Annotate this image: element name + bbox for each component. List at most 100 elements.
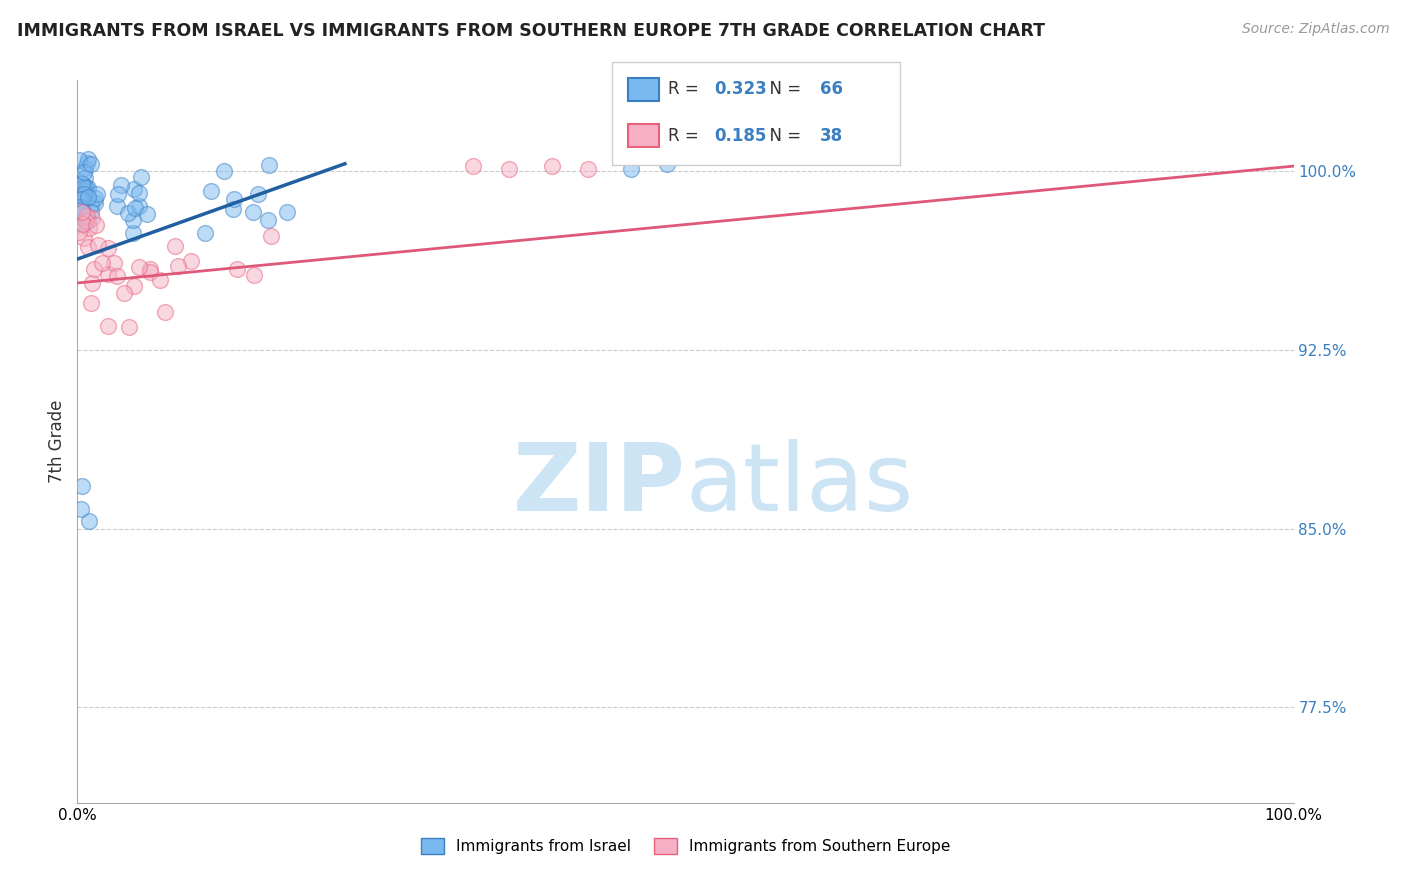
Text: N =: N = (759, 127, 807, 145)
Point (620, 161, 643, 176)
Point (75, 181, 97, 195)
Point (167, 259, 190, 273)
Point (124, 279, 146, 293)
Text: Source: ZipAtlas.com: Source: ZipAtlas.com (1241, 22, 1389, 37)
Point (70, 217, 93, 231)
Point (86, 218, 108, 232)
Point (225, 262, 247, 277)
Point (69, 202, 91, 217)
Point (67, 153, 90, 168)
Point (149, 273, 172, 287)
Point (247, 186, 270, 201)
Point (97, 318, 120, 333)
Point (540, 159, 562, 173)
Point (194, 226, 217, 240)
Point (276, 204, 298, 219)
Point (122, 226, 145, 240)
Text: R =: R = (668, 80, 704, 98)
Point (83, 190, 105, 204)
Point (76, 209, 98, 223)
Point (90, 256, 112, 270)
Point (257, 213, 280, 227)
Point (69, 176, 91, 190)
Point (128, 199, 150, 213)
Point (72, 194, 94, 208)
Point (107, 186, 129, 201)
Point (105, 198, 128, 212)
Point (76, 156, 98, 170)
Point (75, 209, 97, 223)
Text: 38: 38 (820, 127, 842, 145)
Y-axis label: 7th Grade: 7th Grade (48, 400, 66, 483)
Point (73, 165, 96, 179)
Point (257, 158, 280, 172)
Point (84, 196, 107, 211)
Point (77, 214, 100, 228)
Point (80, 296, 103, 310)
Point (77, 190, 100, 204)
Point (124, 201, 146, 215)
Point (139, 265, 162, 279)
Point (79, 515, 101, 529)
Point (224, 192, 246, 206)
Point (72, 205, 94, 219)
Point (200, 185, 222, 199)
Text: R =: R = (668, 127, 704, 145)
Point (73, 171, 96, 186)
Point (73, 187, 96, 202)
Text: 66: 66 (820, 80, 842, 98)
Point (70, 205, 93, 219)
Point (73, 188, 96, 202)
Point (122, 212, 145, 227)
Point (212, 164, 235, 178)
Point (69, 191, 91, 205)
Point (97, 241, 120, 255)
Point (498, 161, 520, 176)
Point (128, 260, 150, 274)
Point (67, 187, 90, 202)
Point (80, 277, 103, 291)
Point (67, 192, 90, 206)
Point (657, 157, 679, 171)
Point (112, 286, 135, 301)
Point (139, 262, 162, 277)
Text: atlas: atlas (686, 439, 914, 531)
Point (75, 214, 97, 228)
Point (80, 157, 103, 171)
Point (124, 182, 146, 196)
Point (72, 178, 94, 193)
Point (83, 262, 105, 277)
Text: 0.185: 0.185 (714, 127, 766, 145)
Point (79, 221, 101, 235)
Point (69, 200, 91, 214)
Text: ZIP: ZIP (513, 439, 686, 531)
Point (129, 170, 152, 185)
Point (242, 205, 264, 219)
Text: 0.323: 0.323 (714, 80, 768, 98)
Point (260, 228, 283, 243)
Point (180, 254, 202, 268)
Point (76, 240, 98, 254)
Point (72, 181, 94, 195)
Point (77, 181, 100, 195)
Point (163, 239, 186, 253)
Point (128, 186, 150, 201)
Point (97, 267, 120, 281)
Point (461, 159, 484, 173)
Point (76, 152, 98, 166)
Point (70, 478, 93, 492)
Point (135, 207, 157, 221)
Point (72, 177, 94, 191)
Text: IMMIGRANTS FROM ISRAEL VS IMMIGRANTS FROM SOUTHERN EUROPE 7TH GRADE CORRELATION : IMMIGRANTS FROM ISRAEL VS IMMIGRANTS FRO… (17, 22, 1045, 40)
Point (153, 305, 176, 319)
Point (73, 231, 96, 245)
Point (243, 268, 266, 282)
Point (117, 320, 139, 334)
Point (69, 215, 91, 229)
Point (80, 198, 103, 212)
Point (110, 178, 132, 192)
Point (70, 205, 93, 219)
Point (107, 269, 129, 284)
Point (75, 184, 97, 198)
Point (72, 217, 94, 231)
